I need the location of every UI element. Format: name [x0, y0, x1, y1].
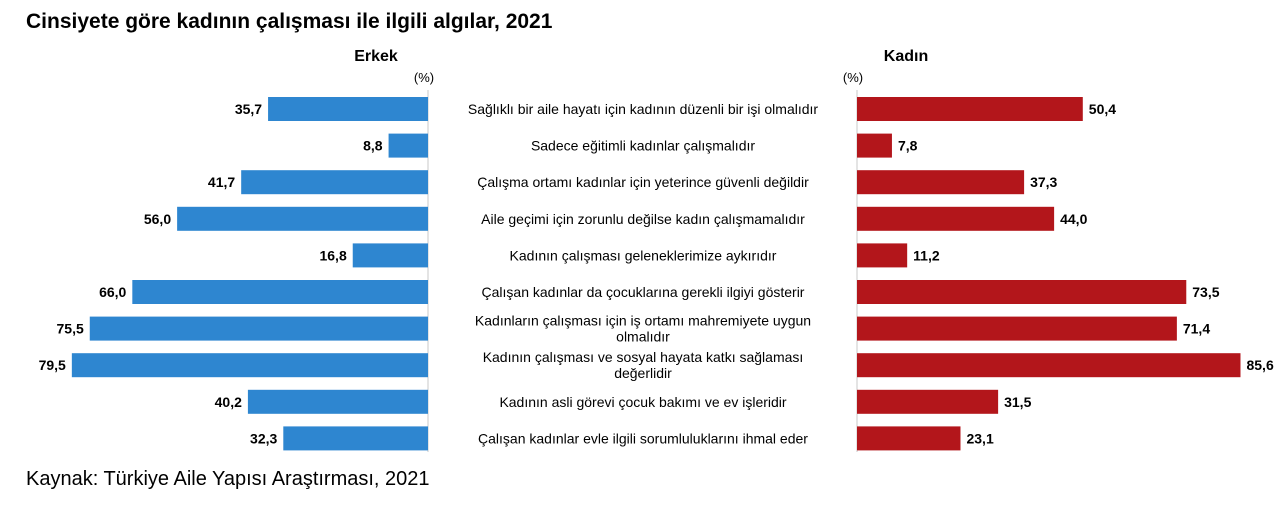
panel-headers: Erkek Kadın (%) (%) — [354, 48, 928, 85]
kadin-bar — [857, 133, 892, 158]
erkek-series-header: Erkek — [354, 48, 398, 65]
erkek-value-label: 8,8 — [363, 138, 383, 154]
kadin-value-label: 7,8 — [898, 138, 918, 154]
page-title: Cinsiyete göre kadının çalışması ile ilg… — [26, 10, 553, 33]
erkek-value-label: 66,0 — [99, 284, 126, 300]
kadin-bar — [857, 170, 1025, 195]
erkek-bar — [71, 353, 428, 378]
category-label: Çalışan kadınlar da çocuklarına gerekli … — [482, 284, 805, 300]
kadin-value-label: 37,3 — [1030, 174, 1057, 190]
category-label: Aile geçimi için zorunlu değilse kadın ç… — [481, 211, 805, 227]
category-labels: Sağlıklı bir aile hayatı için kadının dü… — [468, 101, 819, 446]
erkek-value-label: 32,3 — [250, 430, 277, 446]
erkek-value-label: 56,0 — [144, 211, 171, 227]
kadin-bar — [857, 316, 1177, 341]
kadin-value-label: 73,5 — [1192, 284, 1219, 300]
kadin-bars: 50,4 7,8 37,3 44,0 11,2 73,5 71,4 85,6 31,5 23,1 — [857, 97, 1274, 451]
kadin-value-label: 44,0 — [1060, 211, 1087, 227]
erkek-bar — [247, 389, 428, 414]
kadin-bar — [857, 97, 1083, 121]
kadin-value-label: 85,6 — [1246, 357, 1273, 373]
erkek-bars: 35,7 8,8 41,7 56,0 16,8 66,0 75,5 79,5 40,2 32,3 — [39, 97, 428, 451]
erkek-bar — [241, 170, 428, 195]
kadin-value-label: 23,1 — [966, 430, 993, 446]
erkek-unit-label: (%) — [414, 70, 434, 85]
kadin-value-label: 50,4 — [1089, 101, 1116, 117]
source-note: Kaynak: Türkiye Aile Yapısı Araştırması,… — [26, 468, 430, 490]
category-label: Çalışma ortamı kadınlar için yeterince g… — [477, 174, 809, 190]
category-label: Kadının çalışması ve sosyal hayata katkı… — [483, 349, 804, 365]
erkek-value-label: 41,7 — [208, 174, 235, 190]
category-label: Çalışan kadınlar evle ilgili sorumlulukl… — [478, 430, 808, 446]
kadin-unit-label: (%) — [843, 70, 863, 85]
erkek-bar — [352, 243, 428, 268]
kadin-bar — [857, 206, 1055, 231]
erkek-value-label: 79,5 — [39, 357, 66, 373]
kadin-series-header: Kadın — [884, 48, 928, 65]
kadin-value-label: 11,2 — [913, 247, 940, 263]
kadin-bar — [857, 243, 908, 268]
erkek-value-label: 35,7 — [235, 101, 262, 117]
kadin-value-label: 31,5 — [1004, 394, 1031, 410]
erkek-bar — [89, 316, 428, 341]
kadin-bar — [857, 389, 999, 414]
category-label: Sağlıklı bir aile hayatı için kadının dü… — [468, 101, 819, 117]
erkek-value-label: 75,5 — [57, 321, 84, 337]
erkek-bar — [132, 280, 428, 304]
category-label: Kadınların çalışması için iş ortamı mahr… — [475, 313, 811, 329]
erkek-bar — [283, 426, 428, 451]
category-label: Kadının çalışması geleneklerimize aykırı… — [510, 247, 777, 263]
category-label: değerlidir — [614, 365, 672, 381]
category-label: olmalıdır — [616, 329, 670, 345]
category-label: Sadece eğitimli kadınlar çalışmalıdır — [531, 138, 755, 154]
kadin-bar — [857, 280, 1187, 304]
erkek-bar — [268, 97, 428, 121]
category-label: Kadının asli görevi çocuk bakımı ve ev i… — [499, 394, 786, 410]
kadin-bar — [857, 353, 1241, 378]
kadin-bar — [857, 426, 961, 451]
kadin-value-label: 71,4 — [1183, 321, 1210, 337]
erkek-value-label: 16,8 — [319, 247, 346, 263]
erkek-value-label: 40,2 — [215, 394, 242, 410]
erkek-bar — [388, 133, 428, 158]
erkek-bar — [177, 206, 428, 231]
